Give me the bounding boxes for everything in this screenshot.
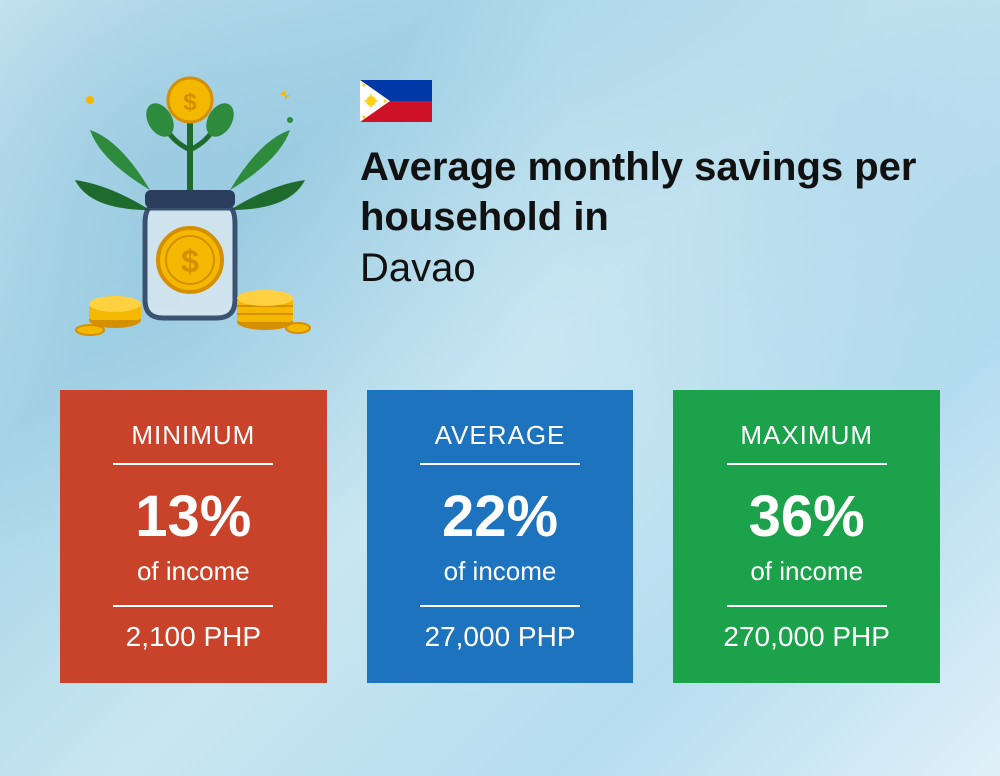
svg-text:$: $: [181, 243, 199, 279]
savings-illustration: $ $: [60, 60, 320, 340]
title-block: Average monthly savings per household in…: [360, 60, 940, 294]
divider: [113, 463, 273, 465]
card-amount: 27,000 PHP: [425, 621, 576, 653]
stat-card-minimum: MINIMUM 13% of income 2,100 PHP: [60, 390, 327, 683]
stat-card-maximum: MAXIMUM 36% of income 270,000 PHP: [673, 390, 940, 683]
card-amount: 2,100 PHP: [126, 621, 261, 653]
divider: [113, 605, 273, 607]
divider: [727, 605, 887, 607]
stat-card-average: AVERAGE 22% of income 27,000 PHP: [367, 390, 634, 683]
card-label: MINIMUM: [131, 420, 255, 451]
card-percent: 22%: [442, 483, 558, 550]
card-percent: 36%: [749, 483, 865, 550]
card-amount: 270,000 PHP: [723, 621, 890, 653]
philippines-flag-icon: [360, 80, 432, 122]
card-label: AVERAGE: [435, 420, 566, 451]
divider: [727, 463, 887, 465]
divider: [420, 463, 580, 465]
svg-text:$: $: [183, 89, 197, 116]
header: $ $: [0, 0, 1000, 370]
stat-cards-row: MINIMUM 13% of income 2,100 PHP AVERAGE …: [0, 370, 1000, 743]
card-percent: 13%: [135, 483, 251, 550]
card-label: MAXIMUM: [740, 420, 873, 451]
title-location: Davao: [360, 242, 940, 294]
card-sub: of income: [750, 556, 863, 587]
divider: [420, 605, 580, 607]
title-main: Average monthly savings per household in: [360, 142, 940, 242]
card-sub: of income: [444, 556, 557, 587]
card-sub: of income: [137, 556, 250, 587]
